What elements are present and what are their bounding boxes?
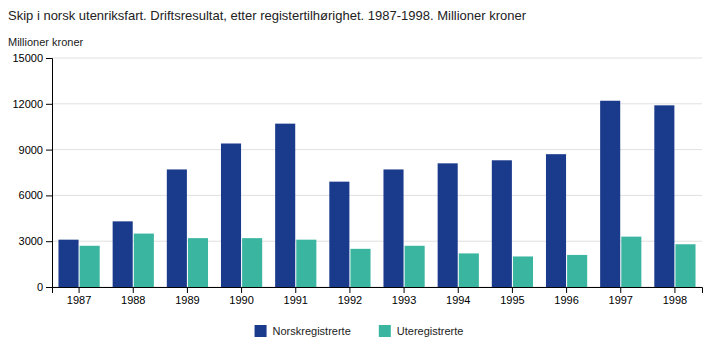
tick-mark <box>674 287 675 293</box>
bar <box>438 163 458 287</box>
bars <box>58 101 695 287</box>
bar <box>167 169 187 287</box>
tick-mark <box>79 287 80 293</box>
tick-mark <box>404 287 405 293</box>
tick: 3000 <box>19 235 52 247</box>
tick: 15000 <box>12 52 52 64</box>
bar <box>221 143 241 287</box>
tick-label: 0 <box>37 281 43 293</box>
tick: 9000 <box>19 144 52 156</box>
x-axis: 1987 1988 1989 1990 1991 1992 1993 1994 1995 1996… <box>53 287 703 306</box>
tick-label: 3000 <box>19 235 43 247</box>
y-axis-label: Millioner kroner <box>8 36 84 48</box>
bar-series <box>58 101 674 287</box>
tick-label: 1989 <box>175 294 199 306</box>
tick-label: 9000 <box>19 144 43 156</box>
tick-label: 1998 <box>663 294 687 306</box>
grid <box>52 58 702 287</box>
tick: 1992 <box>338 287 362 306</box>
tick-label: 1987 <box>67 294 91 306</box>
tick: 1988 <box>121 287 145 306</box>
legend: Norskregistrerte Uteregistrerte <box>255 325 464 337</box>
tick-label: 1993 <box>392 294 416 306</box>
tick-mark <box>187 287 188 293</box>
tick-label: 1996 <box>554 294 578 306</box>
tick-label: 1991 <box>284 294 308 306</box>
bar <box>405 246 425 287</box>
tick-label: 1994 <box>446 294 470 306</box>
tick: 12000 <box>12 98 52 110</box>
bar <box>654 105 674 287</box>
chart: Skip i norsk utenriksfart. Driftsresulta… <box>0 0 718 345</box>
bar <box>459 253 479 287</box>
tick-label: 1997 <box>609 294 633 306</box>
tick: 1991 <box>284 287 308 306</box>
bar <box>600 101 620 287</box>
tick-mark <box>566 287 567 293</box>
tick-mark <box>295 287 296 293</box>
tick-label: 1988 <box>121 294 145 306</box>
tick-label: 15000 <box>12 52 43 64</box>
bar <box>567 255 587 287</box>
axis-domain <box>46 59 53 288</box>
tick-mark <box>46 58 52 59</box>
tick-mark <box>512 287 513 293</box>
tick-label: 1995 <box>500 294 524 306</box>
legend-label: Norskregistrerte <box>273 325 351 337</box>
tick: 1994 <box>446 287 470 306</box>
legend-item: Uteregistrerte <box>379 325 464 337</box>
plot: 0300060009000120001500019871988198919901… <box>12 52 702 306</box>
legend-swatch <box>255 325 267 337</box>
bar <box>492 160 512 287</box>
tick-mark <box>46 104 52 105</box>
grid-line <box>52 58 702 59</box>
bar <box>675 244 695 287</box>
bar <box>188 238 208 287</box>
tick: 1990 <box>229 287 253 306</box>
tick-label: 12000 <box>12 98 43 110</box>
tick: 6000 <box>19 189 52 201</box>
tick-mark <box>46 241 52 242</box>
bar <box>513 256 533 287</box>
tick-mark <box>133 287 134 293</box>
tick-mark <box>46 150 52 151</box>
tick: 1997 <box>609 287 633 306</box>
tick-mark <box>46 195 52 196</box>
tick: 1993 <box>392 287 416 306</box>
tick: 1989 <box>175 287 199 306</box>
bar <box>134 234 154 287</box>
bar <box>296 240 316 287</box>
tick: 1998 <box>663 287 687 306</box>
tick-mark <box>620 287 621 293</box>
tick: 1995 <box>500 287 524 306</box>
bar <box>546 154 566 287</box>
tick: 1996 <box>554 287 578 306</box>
tick-mark <box>349 287 350 293</box>
tick: 0 <box>37 281 52 293</box>
bar <box>80 246 100 287</box>
bar-series <box>80 234 696 287</box>
tick-mark <box>241 287 242 293</box>
bar <box>329 182 349 287</box>
bar <box>113 221 133 287</box>
tick-mark <box>458 287 459 293</box>
y-axis: 0 3000 6000 9000 12000 15000 <box>12 52 52 293</box>
bar <box>275 124 295 287</box>
tick-label: 6000 <box>19 189 43 201</box>
legend-swatch <box>379 325 391 337</box>
tick-label: 1992 <box>338 294 362 306</box>
tick-mark <box>46 287 52 288</box>
tick-label: 1990 <box>229 294 253 306</box>
legend-label: Uteregistrerte <box>397 325 464 337</box>
legend-item: Norskregistrerte <box>255 325 351 337</box>
bar <box>350 249 370 287</box>
axis-domain <box>53 288 703 294</box>
bar <box>58 240 78 287</box>
bar <box>242 238 262 287</box>
tick: 1987 <box>67 287 91 306</box>
bar <box>621 237 641 287</box>
bar <box>383 169 403 287</box>
title: Skip i norsk utenriksfart. Driftsresulta… <box>8 8 527 23</box>
